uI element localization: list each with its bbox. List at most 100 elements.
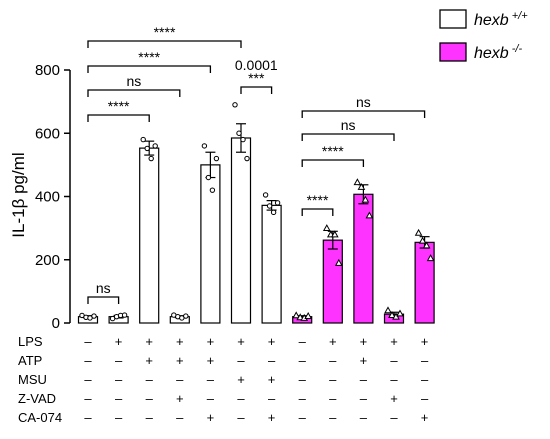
comparison-bracket [240,86,273,94]
treatment-sign: + [145,334,153,349]
treatment-sign: + [421,410,429,425]
comparison-bracket [301,208,334,216]
y-tick-label: 0 [52,315,60,332]
treatment-row-label: LPS [18,334,43,349]
data-point [213,155,220,162]
legend: hexb +/+ hexb -/- [439,9,529,62]
treatment-sign: – [329,410,337,425]
comparison-bracket [301,159,365,167]
error-bars [83,123,430,319]
data-point [240,136,246,143]
data-point [426,254,435,262]
treatment-sign: – [146,372,154,387]
data-point [236,130,242,136]
treatment-sign: – [115,391,123,406]
significance-label: **** [307,192,329,208]
treatment-sign: – [421,391,429,406]
significance-label: **** [322,143,344,159]
data-point [270,209,277,216]
data-point [418,236,427,244]
bar [322,239,343,324]
treatment-sign: – [115,410,123,425]
data-point [361,195,370,203]
data-point [296,313,305,321]
bar [230,137,252,324]
y-axis-label: IL-1β pg/ml [9,152,28,237]
legend-superscript: -/- [509,43,523,55]
data-point [183,313,189,319]
data-point [140,136,146,143]
treatment-row-label: CA-074 [18,410,62,425]
treatment-sign: + [207,353,215,368]
data-point [330,230,339,238]
treatment-sign: – [299,353,307,368]
significance-label: ns [356,94,371,110]
data-point [414,228,423,236]
comparison-bracket [87,89,181,97]
treatment-sign: – [115,353,123,368]
bar [414,241,435,324]
treatment-sign: + [360,353,368,368]
treatment-sign: – [329,372,337,387]
significance-label: **** [138,49,160,65]
treatment-sign: – [146,410,154,425]
legend-swatch [439,42,467,62]
data-point [266,203,273,209]
treatment-sign: + [360,334,368,349]
treatment-sign: + [268,334,276,349]
data-point [262,192,269,198]
significance-label: **** [154,24,176,40]
data-point [388,311,396,318]
comparison-bracket [87,296,120,304]
treatment-row-label: Z-VAD [18,391,56,406]
significance-label: *** [248,70,265,86]
p-value-label: 0.0001 [235,57,278,73]
treatment-sign: – [84,410,92,425]
data-point [144,145,150,152]
legend-superscript: +/+ [509,10,529,22]
data-point [422,241,431,249]
treatment-sign: – [268,353,276,368]
comparison-bracket [301,110,426,118]
treatment-sign: – [299,372,307,387]
bar [139,147,160,324]
treatment-sign: – [390,410,398,425]
data-point [365,211,374,219]
significance-label: ns [127,73,142,89]
data-point [322,224,331,232]
data-point [396,309,404,317]
y-tick-label: 800 [35,62,60,79]
data-point [292,311,301,319]
treatment-sign: + [329,334,337,349]
data-point [244,155,250,162]
treatment-sign: – [207,391,215,406]
y-tick-label: 200 [35,252,60,269]
treatment-sign: – [421,353,429,368]
significance-label: ns [96,280,111,296]
data-point [121,312,128,318]
data-point [353,178,362,186]
significance-label: ns [341,117,356,133]
treatment-sign: + [237,334,245,349]
data-point [304,312,313,319]
treatment-sign: – [329,353,337,368]
y-axis: 0 200 400 600 800 [35,62,71,332]
treatment-sign: – [360,410,368,425]
y-tick-label: 400 [35,189,60,206]
legend-label: hexb -/- [474,43,522,62]
treatment-sign: – [390,372,398,387]
treatment-sign: – [390,353,398,368]
comparison-bracket [87,114,150,122]
treatment-sign: – [299,391,307,406]
data-point [152,143,158,149]
y-tick-label: 600 [35,125,60,142]
treatment-sign: + [421,334,429,349]
treatment-row-label: ATP [18,353,42,368]
treatment-sign: – [237,353,245,368]
treatment-sign: – [146,391,154,406]
treatment-sign: – [84,334,92,349]
data-point [148,155,154,162]
bar [261,204,282,324]
data-point [334,258,343,266]
